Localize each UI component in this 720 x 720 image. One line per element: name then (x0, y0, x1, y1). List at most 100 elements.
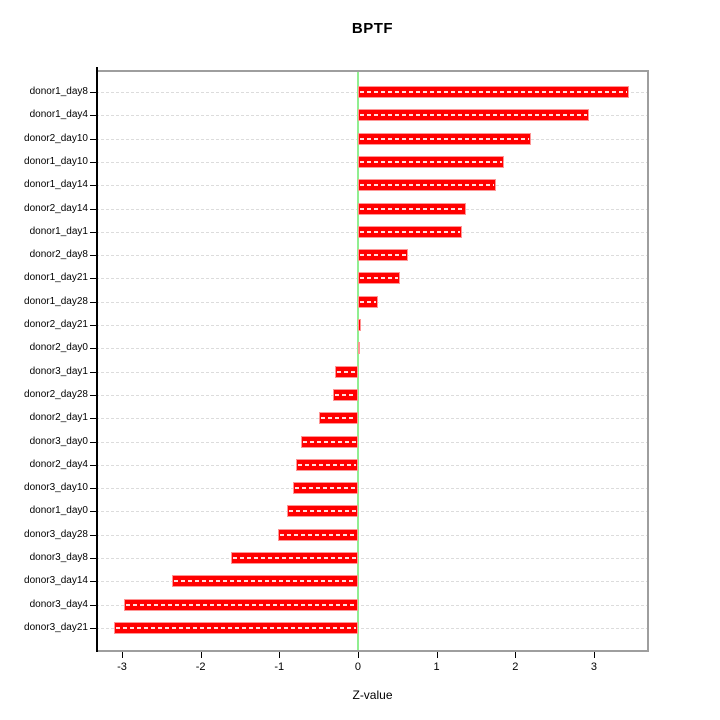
x-axis-tick (279, 652, 281, 658)
x-tick-label: -3 (117, 661, 127, 673)
y-axis-tick (90, 581, 96, 583)
y-tick-label: donor3_day0 (29, 435, 88, 447)
y-axis-tick (90, 558, 96, 559)
y-tick-label: donor1_day4 (29, 109, 88, 121)
bar-center-dash (116, 626, 356, 629)
bar-center-dash (359, 91, 628, 93)
y-axis-tick (90, 604, 96, 606)
bar-donor3_day0 (300, 435, 358, 448)
y-tick-label: donor2_day14 (24, 202, 88, 214)
bar-center-dash (359, 160, 503, 163)
bar-donor3_day28 (277, 528, 358, 541)
y-axis-tick (90, 418, 96, 420)
bar-center-dash (359, 137, 529, 140)
y-tick-label: donor1_day8 (29, 86, 88, 97)
gridline (96, 604, 649, 606)
x-axis-title: Z-value (352, 688, 393, 702)
bar-center-dash (297, 463, 356, 466)
gridline (96, 464, 649, 466)
y-axis-tick (90, 325, 96, 326)
bar-donor3_day14 (171, 575, 358, 588)
bar-center-dash (334, 393, 356, 396)
gridline (96, 488, 649, 490)
y-axis-tick (90, 138, 96, 140)
bar-center-dash (359, 184, 495, 187)
y-axis-tick (90, 371, 96, 373)
y-axis-tick (90, 278, 96, 280)
y-tick-label: donor3_day28 (24, 528, 88, 540)
y-tick-label: donor3_day8 (29, 552, 88, 563)
bar-center-dash (321, 417, 356, 420)
gridline (96, 581, 649, 583)
y-tick-label: donor2_day4 (29, 458, 88, 470)
y-tick-label: donor2_day1 (29, 412, 88, 424)
gridline (96, 558, 649, 559)
chart-title: BPTF (351, 20, 394, 37)
y-tick-label: donor1_day21 (24, 272, 88, 284)
zero-line (356, 70, 359, 652)
x-tick-label: 0 (354, 661, 361, 673)
y-tick-label: donor2_day21 (24, 319, 88, 330)
gridline (96, 534, 649, 536)
y-tick-label: donor1_day0 (29, 505, 88, 517)
y-tick-label: donor3_day1 (29, 365, 88, 377)
bar-center-dash (295, 487, 356, 490)
bar-donor1_day8 (357, 86, 630, 98)
x-tick-label: -2 (195, 661, 206, 673)
x-axis-tick (200, 652, 202, 658)
bar-center-dash (359, 114, 588, 117)
gridline (96, 325, 649, 326)
bar-donor1_day1 (357, 225, 462, 238)
bar-center-dash (359, 277, 398, 280)
bar-donor1_day21 (357, 272, 400, 285)
bar-center-dash (337, 370, 356, 373)
bar-donor3_day8 (230, 552, 358, 564)
bar-center-dash (125, 603, 356, 606)
y-axis-tick (90, 185, 96, 187)
y-axis-tick (90, 208, 96, 210)
y-tick-label: donor3_day14 (24, 575, 88, 587)
bar-donor1_day10 (357, 155, 505, 168)
x-tick-label: 1 (433, 661, 440, 673)
gridline (96, 441, 649, 443)
bar-center-dash (359, 230, 460, 233)
y-axis-tick (90, 534, 96, 536)
bar-center-dash (173, 580, 356, 583)
y-tick-label: donor2_day10 (24, 132, 88, 144)
x-axis-tick (357, 652, 359, 658)
gridline (96, 511, 649, 513)
gridline (96, 348, 649, 350)
y-tick-label: donor2_day0 (29, 342, 88, 354)
bar-donor3_day10 (293, 482, 358, 495)
bar-donor1_day4 (357, 109, 590, 122)
y-tick-label: donor1_day14 (24, 179, 88, 191)
y-axis-tick (90, 301, 96, 303)
y-tick-label: donor1_day28 (24, 295, 88, 307)
x-axis-tick (121, 652, 123, 658)
bar-center-dash (232, 557, 356, 559)
y-tick-label: donor2_day28 (24, 388, 88, 400)
bar-donor1_day0 (287, 505, 358, 518)
y-axis-tick (90, 627, 96, 629)
bar-donor2_day8 (357, 249, 409, 262)
gridline (96, 627, 649, 629)
gridline (96, 394, 649, 396)
gridline (96, 371, 649, 373)
y-tick-label: donor3_day21 (24, 621, 88, 633)
y-tick-label: donor1_day10 (24, 155, 88, 167)
x-tick-label: 2 (512, 661, 519, 673)
bar-donor1_day14 (357, 179, 497, 192)
bar-donor2_day4 (295, 458, 358, 471)
bar-donor2_day28 (332, 388, 358, 401)
bar-center-dash (359, 254, 407, 257)
x-tick-label: 3 (590, 661, 597, 673)
x-axis-tick (436, 652, 438, 658)
bar-donor3_day21 (114, 621, 358, 634)
bar-center-dash (359, 207, 465, 210)
y-tick-label: donor2_day8 (29, 249, 88, 261)
plot-area: donor1_day8 donor1_day4 donor2_day10 donor1… (24, 67, 649, 673)
gridline (96, 418, 649, 420)
y-axis-tick (90, 255, 96, 257)
bar-donor2_day21 (357, 319, 362, 331)
